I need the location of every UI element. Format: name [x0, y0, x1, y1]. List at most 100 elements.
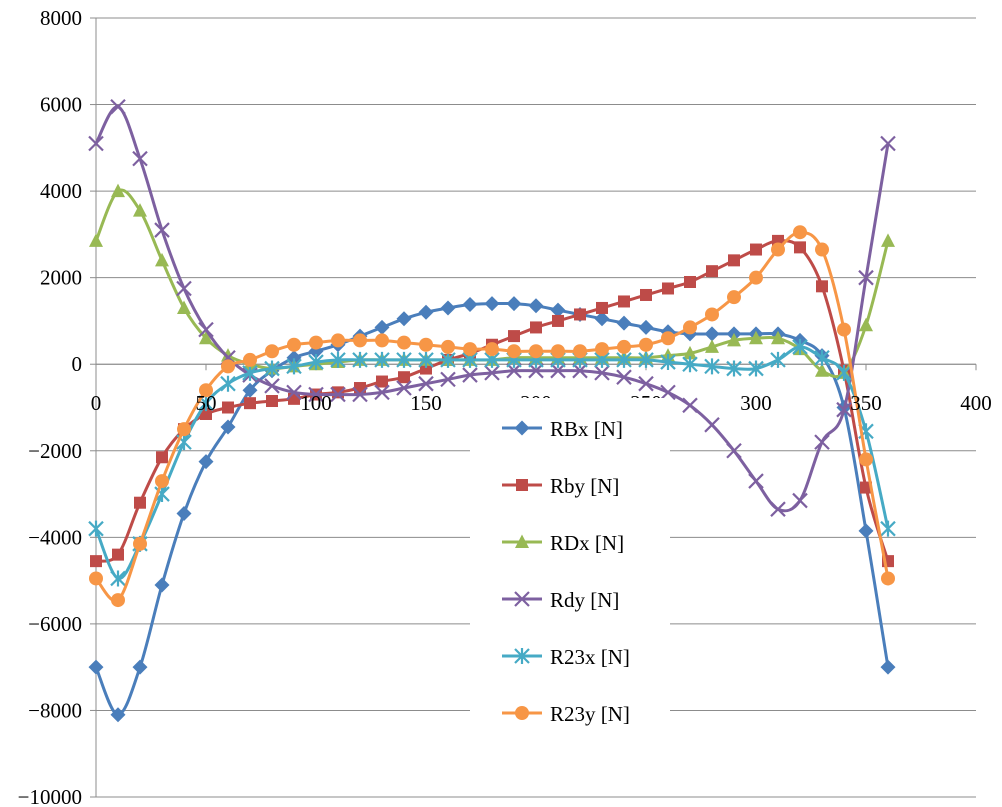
- data-point: [134, 496, 146, 509]
- data-point: [814, 434, 830, 450]
- data-point: [396, 380, 412, 396]
- data-point: [530, 321, 542, 334]
- data-point: [880, 659, 896, 675]
- data-point: [860, 481, 872, 494]
- data-point: [705, 339, 719, 353]
- data-point: [221, 359, 235, 374]
- data-point: [111, 183, 125, 198]
- data-point: [551, 344, 565, 359]
- data-point: [352, 386, 368, 403]
- data-point: [616, 315, 632, 331]
- data-point: [529, 344, 543, 359]
- data-point: [881, 571, 895, 586]
- data-point: [484, 296, 500, 312]
- data-point: [352, 351, 368, 368]
- data-point: [354, 382, 366, 395]
- data-point: [374, 351, 390, 368]
- data-point: [639, 337, 653, 352]
- data-point: [418, 351, 434, 368]
- data-point: [814, 349, 830, 366]
- data-point: [288, 392, 300, 405]
- legend-marker: [515, 706, 529, 720]
- data-point: [111, 593, 125, 608]
- data-point: [726, 443, 742, 459]
- data-point: [331, 333, 345, 348]
- data-point: [156, 451, 168, 464]
- data-point: [308, 386, 324, 403]
- data-point: [309, 335, 323, 350]
- data-point: [748, 473, 764, 489]
- data-point: [573, 344, 587, 359]
- data-point: [750, 243, 762, 256]
- data-point: [286, 384, 302, 401]
- data-point: [88, 135, 104, 152]
- data-point: [308, 354, 324, 371]
- data-point: [837, 322, 851, 337]
- legend-item: Rdy [N]: [502, 588, 619, 612]
- data-point: [793, 225, 807, 240]
- data-point: [880, 135, 896, 152]
- data-point: [198, 454, 214, 470]
- data-point: [706, 265, 718, 278]
- data-point: [836, 364, 852, 381]
- data-point: [771, 330, 785, 345]
- series-group: [88, 98, 896, 723]
- x-tick-label: 100: [300, 391, 332, 415]
- data-point: [683, 345, 697, 360]
- data-point: [286, 358, 302, 375]
- data-point: [396, 311, 412, 327]
- legend-background: [470, 398, 670, 750]
- legend-label: RBx [N]: [550, 417, 623, 441]
- data-point: [727, 290, 741, 305]
- data-point: [374, 319, 390, 335]
- legend-item: RDx [N]: [502, 531, 624, 555]
- data-point: [552, 314, 564, 327]
- data-point: [596, 301, 608, 314]
- data-point: [508, 330, 520, 343]
- legend-item: R23x [N]: [502, 645, 630, 669]
- data-point: [660, 384, 676, 401]
- data-point: [462, 367, 478, 383]
- legend-label: Rby [N]: [550, 474, 619, 498]
- data-point: [749, 330, 763, 345]
- data-point: [880, 520, 896, 537]
- data-point: [727, 332, 741, 347]
- y-tick-label: 0: [72, 352, 83, 376]
- data-point: [154, 486, 170, 503]
- data-point: [463, 342, 477, 357]
- data-point: [662, 282, 674, 295]
- data-point: [858, 269, 874, 286]
- legend-marker: [516, 479, 528, 491]
- data-point: [398, 371, 410, 384]
- data-point: [154, 222, 170, 238]
- data-point: [792, 492, 808, 509]
- legend-marker: [514, 420, 530, 436]
- data-point: [705, 307, 719, 322]
- x-tick-label: 300: [740, 391, 772, 415]
- data-point: [815, 242, 829, 257]
- data-point: [330, 351, 346, 368]
- series-x: [88, 98, 896, 517]
- data-point: [638, 375, 654, 392]
- data-point: [244, 397, 256, 410]
- data-point: [132, 150, 148, 167]
- data-point: [441, 339, 455, 354]
- x-tick-label: 0: [91, 391, 102, 415]
- y-tick-label: −10000: [18, 785, 82, 807]
- data-point: [220, 375, 236, 392]
- y-tick-label: −2000: [28, 439, 82, 463]
- data-point: [418, 304, 434, 320]
- data-point: [287, 337, 301, 352]
- data-point: [110, 98, 126, 115]
- legend-item: Rby [N]: [502, 474, 619, 498]
- data-point: [265, 344, 279, 359]
- y-tick-label: 2000: [40, 266, 82, 290]
- data-point: [682, 397, 698, 414]
- data-point: [748, 360, 764, 377]
- x-tick-label: 50: [196, 391, 217, 415]
- data-point: [199, 330, 213, 345]
- data-point: [133, 203, 147, 217]
- data-point: [419, 337, 433, 352]
- legend-label: Rdy [N]: [550, 588, 619, 612]
